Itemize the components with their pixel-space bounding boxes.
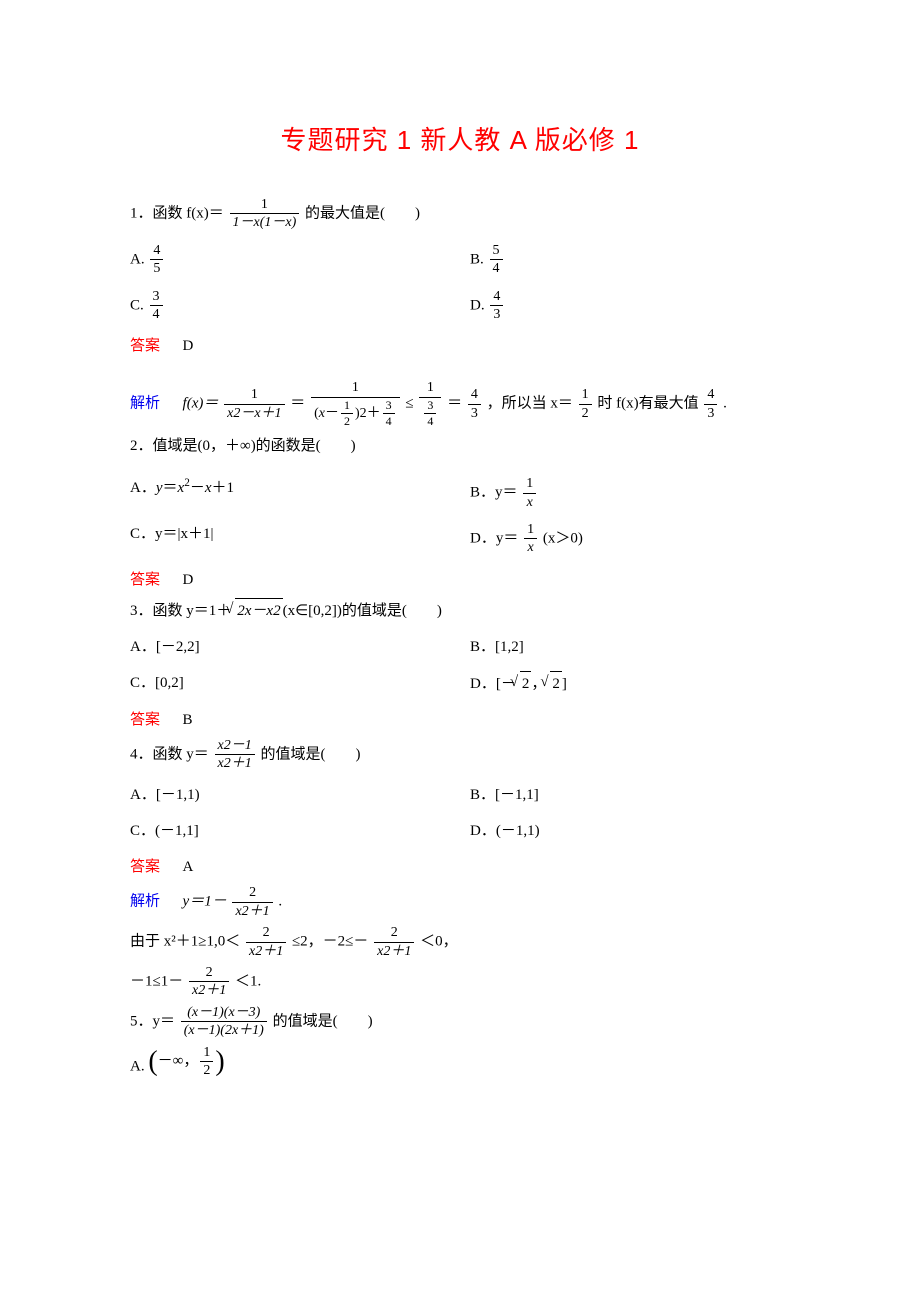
q4-option-a: A．[－1,1) xyxy=(130,783,470,807)
document-title: 专题研究 1 新人教 A 版必修 1 xyxy=(130,120,790,157)
q1-options-row1: A. 4 5 B. 5 4 xyxy=(130,237,790,283)
q2-stem: 2．值域是(0，＋∞)的函数是( ) xyxy=(130,434,790,458)
q4-row2: C．(－1,1] D．(－1,1) xyxy=(130,813,790,849)
q1-analysis: 解析 f(x)＝ 1 x2－x＋1 ＝ 1 (x－12)2＋34 ≤ 1 34 … xyxy=(130,380,790,428)
answer-label: 答案 xyxy=(130,338,160,354)
q3-answer: 答案 B xyxy=(130,708,790,732)
q3-stem: 3．函数 y＝1＋2x－x2(x∈[0,2])的值域是( ) xyxy=(130,598,790,623)
q2-option-b: B．y＝ 1 x xyxy=(470,476,790,510)
q4-option-d: D．(－1,1) xyxy=(470,819,790,843)
q5-option-a: A. ( －∞， 1 2 ) xyxy=(130,1045,790,1079)
q1-options-row2: C. 3 4 D. 4 3 xyxy=(130,283,790,329)
q3-option-a: A．[－2,2] xyxy=(130,635,470,659)
q2-option-c: C．y＝|x＋1| xyxy=(130,522,470,556)
q1-option-a: A. 4 5 xyxy=(130,243,470,277)
q3-row2: C．[0,2] D．[－2，2] xyxy=(130,665,790,702)
q4-answer: 答案 A xyxy=(130,855,790,879)
q1-main-frac: 1 1－x(1－x) xyxy=(230,197,300,231)
q4-option-b: B．[－1,1] xyxy=(470,783,790,807)
q3-option-d: D．[－2，2] xyxy=(470,671,790,696)
q1-option-b: B. 5 4 xyxy=(470,243,790,277)
q1-stem-suffix: 的最大值是( ) xyxy=(305,205,420,221)
q1-stem: 1．函数 f(x)＝ 1 1－x(1－x) 的最大值是( ) xyxy=(130,197,790,231)
q1-answer: 答案 D xyxy=(130,334,790,358)
q4-stem: 4．函数 y＝ x2－1 x2＋1 的值域是( ) xyxy=(130,738,790,772)
q1-option-c: C. 3 4 xyxy=(130,289,470,323)
q3-option-c: C．[0,2] xyxy=(130,671,470,696)
q2-option-a: A．y＝x2－x＋1 xyxy=(130,476,470,510)
q2-row2: C．y＝|x＋1| D．y＝ 1 x (x＞0) xyxy=(130,516,790,562)
q1-option-d: D. 4 3 xyxy=(470,289,790,323)
q2-option-d: D．y＝ 1 x (x＞0) xyxy=(470,522,790,556)
q4-analysis-3: －1≤1－ 2 x2＋1 ＜1. xyxy=(130,965,790,999)
q5-stem: 5．y＝ (x－1)(x－3) (x－1)(2x＋1) 的值域是( ) xyxy=(130,1005,790,1039)
q3-option-b: B．[1,2] xyxy=(470,635,790,659)
q2-answer: 答案 D xyxy=(130,568,790,592)
q2-row1: A．y＝x2－x＋1 B．y＝ 1 x xyxy=(130,470,790,516)
analysis-label: 解析 xyxy=(130,396,160,412)
q1-stem-prefix: 1．函数 f(x)＝ xyxy=(130,205,224,221)
q4-analysis-1: 解析 y＝1－ 2 x2＋1 . xyxy=(130,885,790,919)
q1-answer-value: D xyxy=(183,338,194,354)
q4-analysis-2: 由于 x²＋1≥1,0＜ 2 x2＋1 ≤2，－2≤－ 2 x2＋1 ＜0， xyxy=(130,925,790,959)
q3-row1: A．[－2,2] B．[1,2] xyxy=(130,629,790,665)
page: 专题研究 1 新人教 A 版必修 1 1．函数 f(x)＝ 1 1－x(1－x)… xyxy=(0,0,920,1302)
q4-option-c: C．(－1,1] xyxy=(130,819,470,843)
q4-row1: A．[－1,1) B．[－1,1] xyxy=(130,777,790,813)
